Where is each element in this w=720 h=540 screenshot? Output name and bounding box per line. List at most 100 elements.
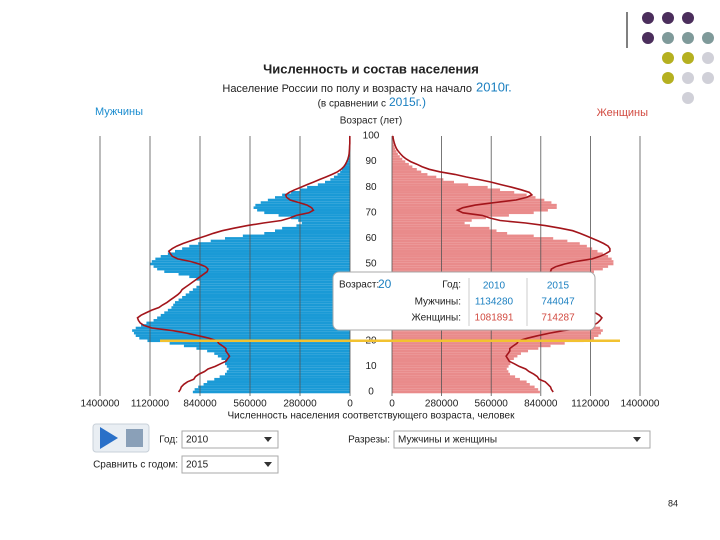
bar	[189, 290, 350, 294]
bar	[392, 191, 515, 194]
bar	[196, 347, 350, 350]
bar	[392, 360, 511, 363]
decor-dot	[682, 92, 694, 104]
left-label: Мужчины	[95, 106, 143, 118]
bar	[392, 162, 409, 166]
bar	[392, 196, 536, 199]
bar	[392, 160, 406, 163]
bar	[132, 329, 350, 332]
decor-dot	[702, 72, 714, 84]
decor-dot	[662, 12, 674, 24]
bar	[200, 283, 350, 286]
bar	[183, 344, 350, 348]
x-tick-label: 280000	[425, 399, 459, 410]
bar	[160, 255, 350, 258]
bar	[194, 388, 350, 391]
bar	[139, 336, 350, 340]
bar	[392, 224, 470, 227]
tooltip-age-label: Возраст:	[339, 280, 379, 291]
bar	[221, 357, 350, 360]
slice-select[interactable]	[393, 430, 651, 449]
tooltip-women-label: Женщины:	[412, 313, 462, 324]
bar	[182, 247, 350, 250]
bar	[171, 306, 350, 309]
bar	[225, 362, 350, 366]
bar	[392, 247, 593, 250]
bar	[337, 173, 350, 176]
bar	[300, 188, 350, 192]
tooltip-men-label: Мужчины:	[415, 297, 461, 308]
bar	[392, 370, 509, 373]
x-tick-label: 1400000	[621, 399, 660, 410]
tooltip-value: 1134280	[475, 297, 514, 308]
bar	[153, 265, 350, 268]
bar	[392, 329, 603, 332]
bar	[392, 265, 609, 268]
play-button[interactable]	[100, 427, 118, 449]
x-tick-label: 1400000	[81, 399, 120, 410]
bar	[392, 150, 397, 153]
decor-dot	[682, 32, 694, 44]
bar	[182, 296, 350, 299]
stop-button[interactable]	[126, 429, 143, 447]
bar	[135, 326, 350, 330]
tooltip-value: 1081891	[475, 313, 514, 324]
bar	[392, 180, 454, 184]
bar	[392, 139, 394, 143]
bar	[392, 147, 396, 151]
decoration	[626, 12, 714, 104]
bar	[392, 372, 510, 376]
bar	[275, 196, 350, 199]
bar	[175, 249, 350, 253]
bar	[151, 260, 350, 263]
bar	[392, 201, 552, 204]
bar	[392, 226, 490, 230]
bar	[392, 237, 554, 240]
dropdown-arrow	[264, 462, 272, 467]
bar	[282, 193, 350, 197]
bar	[392, 183, 469, 186]
bar	[192, 390, 350, 394]
bar	[392, 229, 497, 232]
bar	[392, 354, 518, 358]
bar	[178, 298, 350, 302]
bar	[392, 219, 472, 222]
bar	[392, 242, 580, 245]
right-label: Женщины	[597, 107, 648, 119]
bar	[392, 208, 548, 212]
compare-select[interactable]	[181, 455, 279, 474]
outline	[392, 135, 611, 393]
bar	[392, 365, 509, 368]
bar	[346, 160, 350, 163]
decor-dot	[682, 72, 694, 84]
dropdown-arrow	[633, 437, 641, 442]
bar	[160, 313, 350, 317]
bar	[392, 221, 465, 225]
bar	[141, 324, 350, 327]
bar	[298, 219, 350, 222]
bar	[392, 342, 565, 345]
bar	[392, 380, 527, 384]
bar	[392, 234, 534, 238]
bar	[392, 188, 501, 192]
year-select[interactable]	[181, 430, 279, 449]
bar	[225, 237, 350, 240]
bar	[164, 270, 350, 273]
bar	[185, 293, 350, 296]
tooltip-year: 2015	[547, 281, 570, 292]
bar	[392, 375, 516, 378]
y-tick-label: 70	[365, 207, 377, 218]
decor-dot	[662, 52, 674, 64]
bar	[392, 367, 507, 371]
decor-dot	[682, 12, 694, 24]
x-tick-label: 1120000	[131, 399, 170, 410]
bar	[146, 321, 350, 325]
bar	[167, 308, 350, 312]
compare-text: (в сравнении с	[318, 99, 386, 110]
y-tick-label: 100	[363, 131, 380, 142]
bar	[307, 185, 350, 189]
bar	[392, 165, 413, 168]
bar	[296, 224, 350, 227]
bar	[392, 144, 395, 148]
